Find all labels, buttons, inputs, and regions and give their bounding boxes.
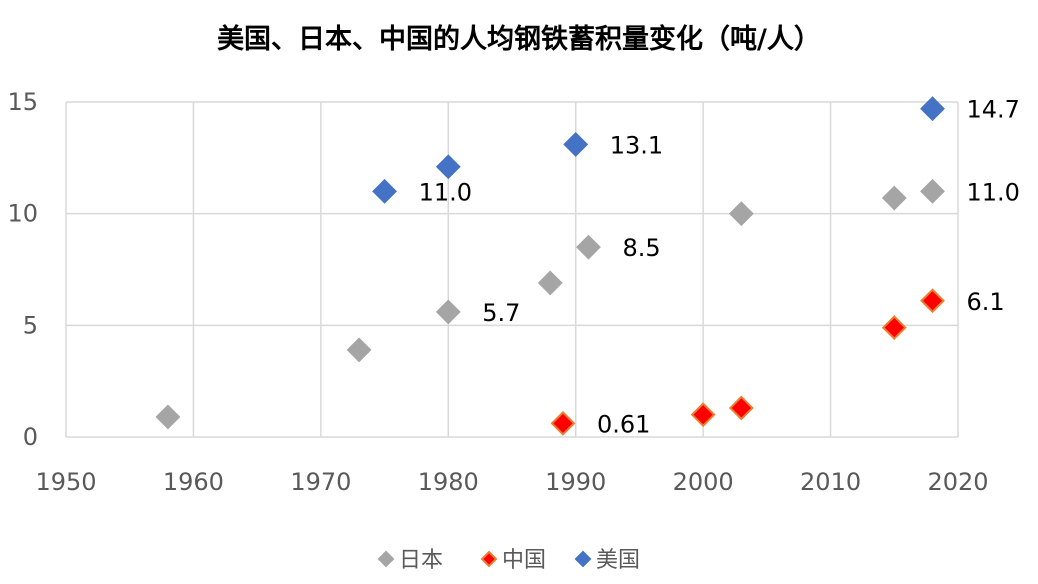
- data-point: [920, 96, 945, 122]
- data-point: [728, 201, 754, 227]
- data-point: [563, 132, 589, 157]
- data-label: 14.7: [967, 96, 1020, 124]
- data-labels: 5.7 8.5 11.0 0.61 6.1 11.0 13.1 14.7: [419, 96, 1020, 439]
- data-point: [346, 337, 372, 363]
- data-label: 13.1: [610, 131, 663, 159]
- y-tick-label: 10: [7, 200, 38, 228]
- data-label: 8.5: [622, 234, 660, 262]
- legend-marker: [377, 550, 395, 568]
- legend-label: 日本: [399, 548, 443, 573]
- data-point: [881, 185, 907, 211]
- data-point: [372, 178, 397, 204]
- legend-marker: [480, 550, 498, 568]
- y-tick-label: 5: [23, 311, 38, 339]
- data-label: 6.1: [967, 288, 1005, 316]
- data-point: [435, 154, 461, 180]
- x-tick-label: 2000: [673, 468, 734, 496]
- data-point: [435, 299, 461, 325]
- data-point: [881, 315, 907, 340]
- data-point: [920, 288, 945, 314]
- x-tick-label: 1950: [35, 468, 96, 496]
- data-point: [537, 270, 563, 296]
- data-point: [155, 404, 181, 430]
- legend: 日本 中国 美国: [377, 548, 640, 573]
- data-point: [728, 395, 754, 421]
- legend-label: 美国: [596, 548, 640, 573]
- axis-ticks: 1950 1960 1970 1980 1990 2000 2010 2020 0 5 10 15: [7, 88, 988, 496]
- x-tick-label: 1990: [545, 468, 606, 496]
- data-label: 11.0: [419, 178, 472, 206]
- data-label: 0.61: [597, 410, 650, 438]
- x-tick-label: 1980: [418, 468, 479, 496]
- data-label: 5.7: [482, 299, 520, 327]
- data-point: [576, 234, 601, 260]
- data-points: [155, 96, 945, 436]
- y-tick-label: 15: [7, 88, 38, 116]
- x-tick-label: 1960: [163, 468, 224, 496]
- y-tick-label: 0: [23, 423, 38, 451]
- data-point: [550, 410, 576, 436]
- x-tick-label: 2010: [800, 468, 861, 496]
- legend-label: 中国: [502, 548, 546, 573]
- data-point: [690, 402, 716, 428]
- chart-title: 美国、日本、中国的人均钢铁蓄积量变化（吨/人）: [217, 23, 821, 55]
- data-point: [920, 178, 945, 204]
- grid: [65, 101, 959, 438]
- x-tick-label: 1970: [290, 468, 351, 496]
- legend-marker: [574, 550, 592, 568]
- data-label: 11.0: [967, 178, 1020, 206]
- x-tick-label: 2020: [927, 468, 988, 496]
